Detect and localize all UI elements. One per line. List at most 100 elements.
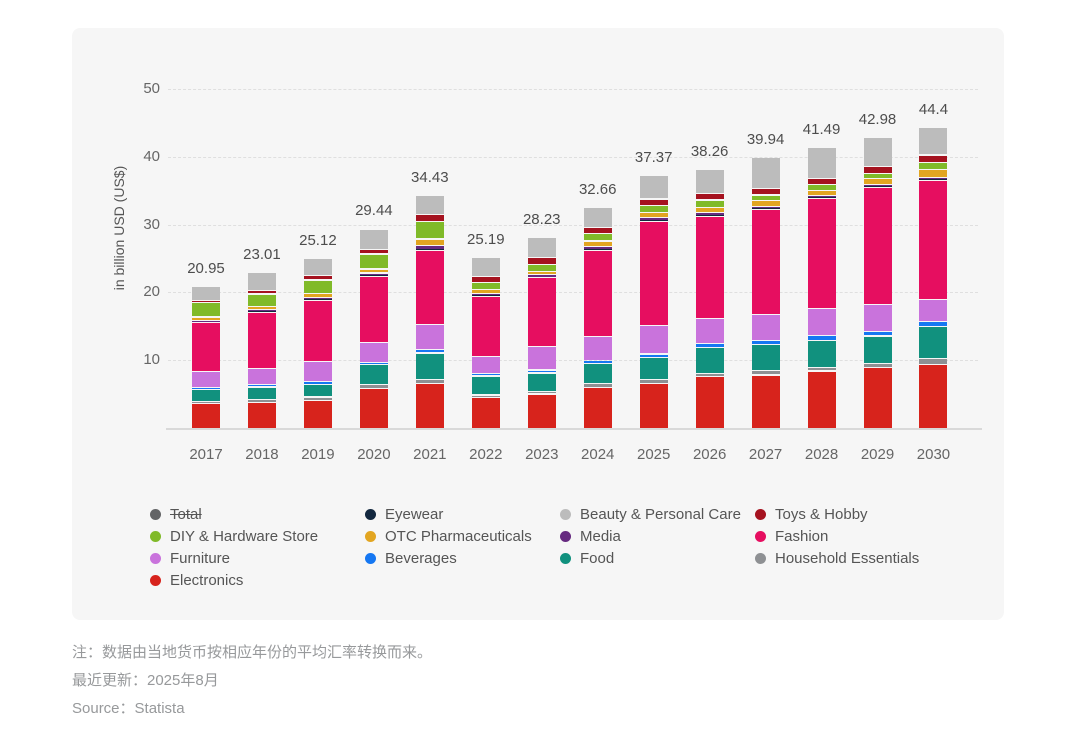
bar-total-label: 37.37 bbox=[634, 148, 673, 166]
bar-segment-electronics bbox=[863, 368, 892, 428]
bar-segment-food bbox=[583, 364, 612, 383]
bar-segment-fashion bbox=[807, 199, 836, 308]
bar-segment-electronics bbox=[415, 384, 444, 428]
legend-item-diy-hardware-store[interactable]: DIY & Hardware Store bbox=[150, 525, 318, 547]
bar-segment-media bbox=[471, 294, 500, 295]
bar-segment-eyewear bbox=[415, 249, 444, 251]
bar-segment-household-essentials bbox=[527, 391, 556, 394]
bar-segment-media bbox=[415, 246, 444, 250]
bar-segment-household-essentials bbox=[415, 380, 444, 384]
legend-item-fashion[interactable]: Fashion bbox=[755, 525, 919, 547]
bar-segment-otc-pharmaceuticals bbox=[527, 271, 556, 275]
legend-item-beverages[interactable]: Beverages bbox=[365, 547, 532, 569]
y-tick-label: 30 bbox=[143, 215, 160, 233]
bar-total-label: 42.98 bbox=[858, 110, 897, 128]
bar-segment-beverages bbox=[751, 341, 780, 344]
stacked-bar-2021 bbox=[415, 195, 444, 428]
legend-swatch bbox=[150, 508, 161, 520]
bar-segment-eyewear bbox=[471, 294, 500, 296]
legend-swatch bbox=[755, 552, 766, 564]
bar-segment-beauty-personal-care bbox=[919, 128, 948, 155]
bar-segment-media bbox=[527, 275, 556, 277]
legend-item-electronics[interactable]: Electronics bbox=[150, 569, 318, 591]
bar-segment-eyewear bbox=[303, 299, 332, 300]
bar-segment-media bbox=[695, 213, 724, 215]
gridline bbox=[168, 89, 978, 90]
bar-segment-beauty-personal-care bbox=[247, 273, 276, 290]
legend-column: Beauty & Personal Care Media Food bbox=[560, 503, 741, 569]
x-tick-label: 2023 bbox=[525, 446, 559, 463]
bar-segment-electronics bbox=[303, 400, 332, 428]
bar-total-label: 29.44 bbox=[355, 202, 393, 220]
x-tick-label: 2024 bbox=[581, 446, 615, 463]
bar-segment-toys-hobby bbox=[247, 290, 276, 294]
legend-item-media[interactable]: Media bbox=[560, 525, 741, 547]
legend-swatch bbox=[560, 508, 571, 520]
legend-item-otc-pharmaceuticals[interactable]: OTC Pharmaceuticals bbox=[365, 525, 532, 547]
bar-segment-toys-hobby bbox=[807, 178, 836, 184]
bar-segment-furniture bbox=[415, 324, 444, 349]
bar-total-label: 41.49 bbox=[802, 120, 841, 138]
bar-segment-otc-pharmaceuticals bbox=[359, 269, 388, 273]
legend-swatch bbox=[755, 508, 766, 520]
bar-segment-beauty-personal-care bbox=[695, 169, 724, 193]
bar-segment-otc-pharmaceuticals bbox=[695, 208, 724, 213]
bar-segment-eyewear bbox=[919, 179, 948, 180]
bar-segment-media bbox=[303, 297, 332, 300]
bar-segment-beverages bbox=[303, 382, 332, 385]
bar-segment-fashion bbox=[359, 276, 388, 342]
bar-segment-toys-hobby bbox=[471, 276, 500, 282]
bar-segment-food bbox=[695, 348, 724, 373]
x-tick-label: 2020 bbox=[357, 446, 391, 463]
legend-item-toys-hobby[interactable]: Toys & Hobby bbox=[755, 503, 919, 525]
bar-segment-diy-hardware-store bbox=[695, 200, 724, 207]
legend-item-beauty-personal-care[interactable]: Beauty & Personal Care bbox=[560, 503, 741, 525]
legend-item-food[interactable]: Food bbox=[560, 547, 741, 569]
bar-segment-eyewear bbox=[695, 214, 724, 216]
legend-label: Toys & Hobby bbox=[775, 505, 868, 523]
bar-segment-eyewear bbox=[751, 208, 780, 209]
gridline bbox=[168, 156, 978, 158]
bar-segment-eyewear bbox=[807, 197, 836, 199]
legend-label: DIY & Hardware Store bbox=[170, 527, 319, 545]
bar-segment-beauty-personal-care bbox=[639, 175, 668, 199]
bar-segment-beauty-personal-care bbox=[583, 207, 612, 227]
bar-segment-household-essentials bbox=[471, 395, 500, 397]
bar-segment-fashion bbox=[863, 188, 892, 304]
y-tick-label: 50 bbox=[143, 80, 160, 97]
bar-segment-toys-hobby bbox=[695, 194, 724, 200]
bar-segment-diy-hardware-store bbox=[807, 185, 836, 190]
bar-segment-otc-pharmaceuticals bbox=[751, 201, 780, 206]
bar-segment-food bbox=[415, 353, 444, 379]
legend-swatch bbox=[755, 530, 766, 542]
bar-segment-electronics bbox=[807, 371, 836, 428]
bar-segment-electronics bbox=[527, 394, 556, 428]
footnote-last-updated: 最近更新：2025年8月 bbox=[72, 672, 219, 689]
legend-item-eyewear[interactable]: Eyewear bbox=[365, 503, 532, 525]
legend-item-furniture[interactable]: Furniture bbox=[150, 547, 318, 569]
bar-segment-eyewear bbox=[527, 276, 556, 278]
bar-segment-beauty-personal-care bbox=[192, 287, 220, 301]
legend-column: Eyewear OTC Pharmaceuticals Beverages bbox=[365, 503, 532, 569]
bar-segment-food bbox=[639, 358, 668, 379]
x-tick-label: 2022 bbox=[469, 446, 503, 463]
footnote-note: 注：数据由当地货币按相应年份的平均汇率转换而来。 bbox=[72, 644, 433, 661]
bar-segment-food bbox=[807, 340, 836, 367]
bar-segment-beauty-personal-care bbox=[807, 147, 836, 178]
bar-segment-diy-hardware-store bbox=[303, 280, 332, 293]
bar-segment-toys-hobby bbox=[192, 301, 220, 303]
bar-segment-diy-hardware-store bbox=[527, 264, 556, 271]
bar-segment-furniture bbox=[751, 315, 780, 340]
legend-column: Toys & Hobby Fashion Household Essentials bbox=[755, 503, 919, 569]
bar-segment-fashion bbox=[695, 216, 724, 318]
bar-segment-otc-pharmaceuticals bbox=[919, 169, 948, 178]
bar-segment-beverages bbox=[695, 344, 724, 347]
legend-item-household-essentials[interactable]: Household Essentials bbox=[755, 547, 919, 569]
bar-segment-electronics bbox=[751, 375, 780, 428]
legend-item-total[interactable]: Total bbox=[150, 503, 318, 525]
bar-segment-media bbox=[807, 196, 836, 198]
legend-label: Beauty & Personal Care bbox=[580, 505, 741, 523]
bar-segment-beverages bbox=[639, 354, 668, 358]
bar-segment-household-essentials bbox=[695, 373, 724, 376]
